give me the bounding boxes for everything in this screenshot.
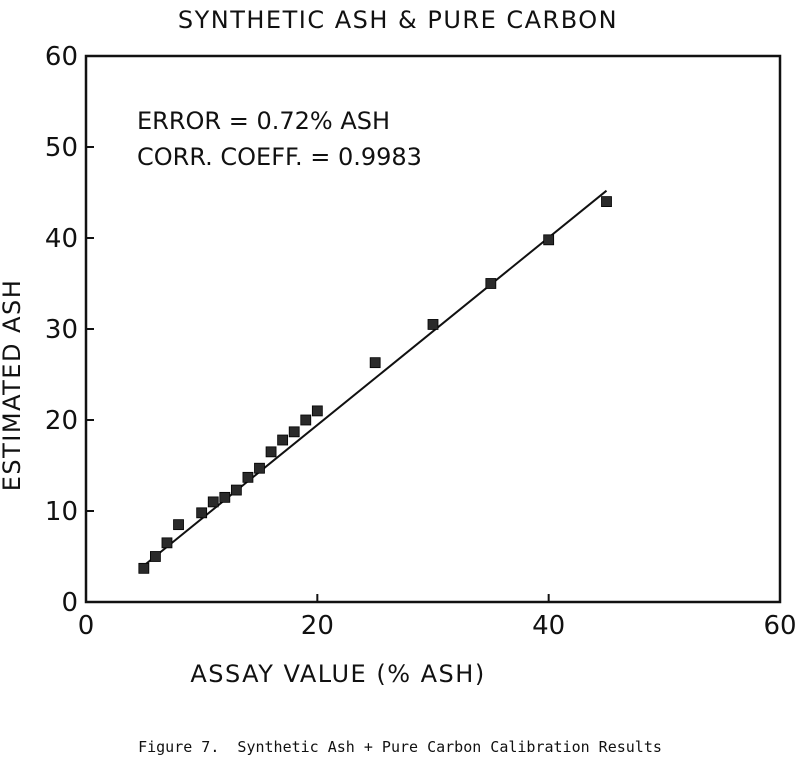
data-point (207, 496, 219, 508)
error-annotation: ERROR = 0.72% ASH (137, 107, 390, 135)
data-point (254, 462, 265, 474)
data-point (485, 278, 497, 289)
x-axis-label: ASSAY VALUE (% ASH) (190, 660, 485, 688)
x-tick-label: 20 (301, 611, 334, 641)
data-point (427, 319, 439, 330)
regression-line (143, 189, 608, 567)
data-point (138, 562, 150, 574)
y-tick-label: 50 (45, 133, 78, 163)
data-point (265, 446, 277, 458)
data-point (311, 405, 323, 417)
data-point (369, 357, 381, 369)
data-point (277, 434, 289, 446)
data-point (300, 414, 312, 426)
data-point (161, 537, 173, 549)
calibration-chart: SYNTHETIC ASH & PURE CARBON 0 20 40 60 0 10 20… (0, 6, 797, 688)
figure-caption: Figure 7. Synthetic Ash + Pure Carbon Ca… (138, 738, 662, 756)
data-point (149, 551, 161, 562)
data-point (230, 484, 242, 496)
chart-title: SYNTHETIC ASH & PURE CARBON (178, 6, 618, 34)
corr-coeff-annotation: CORR. COEFF. = 0.9983 (137, 143, 422, 171)
y-axis-label: ESTIMATED ASH (0, 279, 26, 492)
data-point (173, 519, 184, 531)
data-points (138, 196, 612, 574)
y-tick-label: 0 (61, 588, 78, 618)
data-point (601, 196, 612, 208)
tick-labels: 0 20 40 60 0 10 20 30 40 50 60 (45, 42, 797, 641)
y-tick-label: 30 (45, 315, 78, 345)
x-tick-label: 40 (532, 611, 565, 641)
y-tick-label: 20 (45, 406, 78, 436)
x-tick-label: 0 (78, 611, 95, 641)
data-point (219, 491, 231, 503)
axis-ticks (85, 55, 781, 603)
y-tick-label: 40 (45, 224, 78, 254)
y-tick-label: 10 (45, 497, 78, 527)
data-point (242, 471, 254, 483)
data-point (196, 507, 208, 519)
y-tick-label: 60 (45, 42, 78, 72)
x-tick-label: 60 (763, 611, 796, 641)
data-point (543, 234, 555, 246)
data-point (288, 426, 300, 438)
